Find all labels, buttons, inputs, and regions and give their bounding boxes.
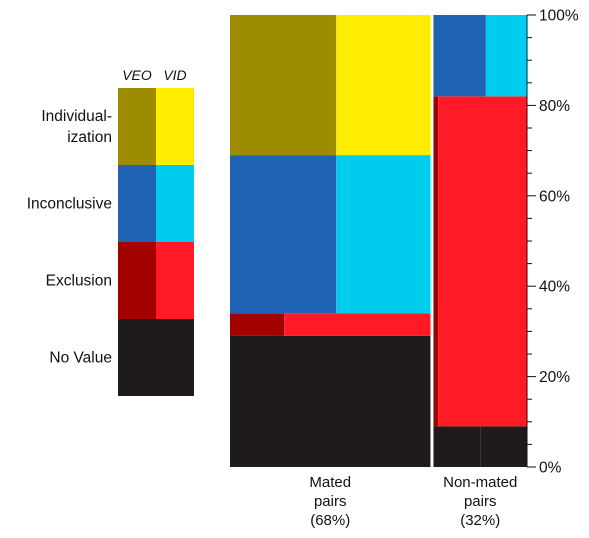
category-label-non-mated: Non-mated pairs (32%) (443, 474, 517, 529)
bar-non-mated-no-value-vid (480, 426, 527, 467)
y-tick-label-80: 80% (539, 98, 570, 115)
legend-header-veo: VEO (122, 67, 152, 83)
y-tick-label-0: 0% (539, 460, 562, 477)
bar-non-mated-inconclusive-vid (485, 15, 527, 97)
bar-mated-no-value-veo (230, 335, 235, 467)
bar-mated-individualization-vid (336, 15, 431, 156)
legend: VEO VID Individual-ization Inconclusive Excl… (27, 67, 194, 396)
legend-swatch-veo-individualization (118, 88, 156, 165)
legend-swatch-vid-inconclusive (156, 165, 194, 242)
legend-label-no-value: No Value (49, 350, 112, 367)
bar-mated-inconclusive-veo (230, 155, 337, 314)
legend-header-vid: VID (163, 67, 186, 83)
y-tick-label-20: 20% (539, 369, 570, 386)
legend-swatch-vid-exclusion (156, 242, 194, 319)
y-tick-label-100: 100% (539, 8, 579, 25)
bar-non-mated-inconclusive-veo (433, 15, 486, 97)
plot-area (230, 15, 527, 467)
legend-swatch-veo-exclusion (118, 242, 156, 319)
category-labels: Mated pairs (68%) Non-mated pairs (32%) (309, 474, 517, 529)
bar-mated-no-value-vid (234, 335, 431, 467)
y-tick-label-60: 60% (539, 188, 570, 205)
bar-mated-inconclusive-vid (336, 155, 431, 314)
y-tick-label-40: 40% (539, 279, 570, 296)
bar-non-mated-exclusion-veo (433, 96, 439, 427)
legend-swatch-vid-no-value (156, 319, 194, 396)
bar-mated-exclusion-veo (230, 313, 285, 336)
legend-swatch-vid-individualization (156, 88, 194, 165)
legend-swatch-veo-inconclusive (118, 165, 156, 242)
legend-label-exclusion: Exclusion (46, 273, 112, 290)
bar-non-mated-exclusion-vid (438, 96, 527, 427)
bar-mated-individualization-veo (230, 15, 337, 156)
y-axis: 0% 20% 40% 60% 80% 100% (526, 8, 579, 477)
category-label-mated: Mated pairs (68%) (309, 474, 351, 529)
bar-mated-exclusion-vid (284, 313, 431, 336)
legend-swatch-veo-no-value (118, 319, 156, 396)
legend-label-individualization: Individual-ization (41, 108, 112, 146)
legend-label-inconclusive: Inconclusive (27, 196, 112, 213)
bar-non-mated-no-value-veo (433, 426, 481, 467)
